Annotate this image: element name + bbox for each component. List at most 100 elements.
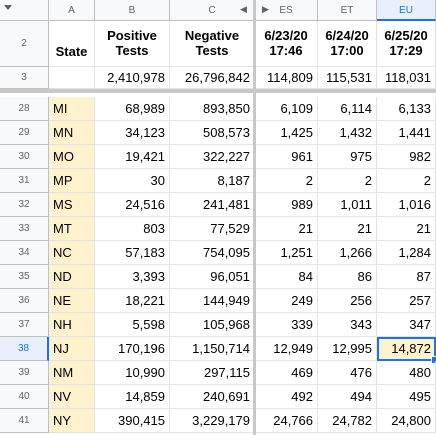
cell-et-33[interactable]: 21 bbox=[318, 217, 377, 241]
header-cell-et-2[interactable]: 6/24/20 17:00 bbox=[318, 21, 377, 67]
row-header-2[interactable]: 2 bbox=[0, 21, 49, 67]
cell-es-37[interactable]: 339 bbox=[255, 313, 318, 337]
header-cell-es-2[interactable]: 6/23/20 17:46 bbox=[255, 21, 318, 67]
cell-es-41[interactable]: 24,766 bbox=[255, 409, 318, 433]
row-header-31[interactable]: 31 bbox=[0, 169, 49, 193]
header-cell-c-3[interactable]: 26,796,842 bbox=[170, 67, 255, 89]
column-header-a[interactable]: A bbox=[49, 0, 95, 21]
cell-eu-36[interactable]: 257 bbox=[377, 289, 436, 313]
cell-state-37[interactable]: NH bbox=[49, 313, 95, 337]
cell-b-37[interactable]: 5,598 bbox=[95, 313, 170, 337]
column-header-eu[interactable]: EU bbox=[377, 0, 436, 21]
cell-b-39[interactable]: 10,990 bbox=[95, 361, 170, 385]
row-header-3[interactable]: 3 bbox=[0, 67, 49, 89]
cell-et-34[interactable]: 1,266 bbox=[318, 241, 377, 265]
column-header-es[interactable]: ES bbox=[255, 0, 318, 21]
cell-eu-33[interactable]: 21 bbox=[377, 217, 436, 241]
cell-c-37[interactable]: 105,968 bbox=[170, 313, 255, 337]
cell-et-30[interactable]: 975 bbox=[318, 145, 377, 169]
cell-c-40[interactable]: 240,691 bbox=[170, 385, 255, 409]
cell-state-28[interactable]: MI bbox=[49, 97, 95, 121]
row-header-30[interactable]: 30 bbox=[0, 145, 49, 169]
cell-eu-30[interactable]: 982 bbox=[377, 145, 436, 169]
cell-eu-31[interactable]: 2 bbox=[377, 169, 436, 193]
row-header-41[interactable]: 41 bbox=[0, 409, 49, 433]
cell-b-41[interactable]: 390,415 bbox=[95, 409, 170, 433]
cell-et-38[interactable]: 12,995 bbox=[318, 337, 377, 361]
row-header-37[interactable]: 37 bbox=[0, 313, 49, 337]
cell-es-34[interactable]: 1,251 bbox=[255, 241, 318, 265]
cell-es-32[interactable]: 989 bbox=[255, 193, 318, 217]
cell-et-29[interactable]: 1,432 bbox=[318, 121, 377, 145]
cell-eu-29[interactable]: 1,441 bbox=[377, 121, 436, 145]
cell-b-32[interactable]: 24,516 bbox=[95, 193, 170, 217]
row-header-38[interactable]: 38 bbox=[0, 337, 49, 361]
row-header-40[interactable]: 40 bbox=[0, 385, 49, 409]
frozen-rows-divider[interactable] bbox=[0, 89, 436, 93]
cell-eu-35[interactable]: 87 bbox=[377, 265, 436, 289]
cell-et-37[interactable]: 343 bbox=[318, 313, 377, 337]
header-cell-state-2[interactable]: State bbox=[49, 21, 95, 67]
cell-es-31[interactable]: 2 bbox=[255, 169, 318, 193]
cell-es-35[interactable]: 84 bbox=[255, 265, 318, 289]
row-header-29[interactable]: 29 bbox=[0, 121, 49, 145]
cell-b-36[interactable]: 18,221 bbox=[95, 289, 170, 313]
cell-state-34[interactable]: NC bbox=[49, 241, 95, 265]
header-cell-et-3[interactable]: 115,531 bbox=[318, 67, 377, 89]
cell-es-28[interactable]: 6,109 bbox=[255, 97, 318, 121]
cell-b-33[interactable]: 803 bbox=[95, 217, 170, 241]
frozen-columns-divider[interactable] bbox=[253, 0, 256, 435]
cell-state-35[interactable]: ND bbox=[49, 265, 95, 289]
cell-c-39[interactable]: 297,115 bbox=[170, 361, 255, 385]
cell-c-35[interactable]: 96,051 bbox=[170, 265, 255, 289]
cell-et-36[interactable]: 256 bbox=[318, 289, 377, 313]
cell-et-40[interactable]: 494 bbox=[318, 385, 377, 409]
cell-c-36[interactable]: 144,949 bbox=[170, 289, 255, 313]
cell-c-34[interactable]: 754,095 bbox=[170, 241, 255, 265]
cell-es-39[interactable]: 469 bbox=[255, 361, 318, 385]
cell-es-36[interactable]: 249 bbox=[255, 289, 318, 313]
cell-es-29[interactable]: 1,425 bbox=[255, 121, 318, 145]
cell-state-31[interactable]: MP bbox=[49, 169, 95, 193]
cell-b-35[interactable]: 3,393 bbox=[95, 265, 170, 289]
cell-state-40[interactable]: NV bbox=[49, 385, 95, 409]
cell-state-41[interactable]: NY bbox=[49, 409, 95, 433]
cell-state-39[interactable]: NM bbox=[49, 361, 95, 385]
cell-et-35[interactable]: 86 bbox=[318, 265, 377, 289]
cell-eu-39[interactable]: 480 bbox=[377, 361, 436, 385]
cell-et-39[interactable]: 476 bbox=[318, 361, 377, 385]
cell-state-33[interactable]: MT bbox=[49, 217, 95, 241]
header-cell-es-3[interactable]: 114,809 bbox=[255, 67, 318, 89]
cell-c-41[interactable]: 3,229,179 bbox=[170, 409, 255, 433]
cell-b-28[interactable]: 68,989 bbox=[95, 97, 170, 121]
cell-state-32[interactable]: MS bbox=[49, 193, 95, 217]
fill-handle[interactable] bbox=[431, 356, 436, 364]
cell-b-38[interactable]: 170,196 bbox=[95, 337, 170, 361]
cell-b-30[interactable]: 19,421 bbox=[95, 145, 170, 169]
cell-es-38[interactable]: 12,949 bbox=[255, 337, 318, 361]
selected-cell[interactable]: 14,872 bbox=[377, 337, 436, 361]
header-cell-c-2[interactable]: Negative Tests bbox=[170, 21, 255, 67]
column-header-b[interactable]: B bbox=[95, 0, 170, 21]
cell-et-32[interactable]: 1,011 bbox=[318, 193, 377, 217]
scroll-left-icon[interactable]: ◀ bbox=[240, 4, 247, 14]
cell-state-30[interactable]: MO bbox=[49, 145, 95, 169]
cell-c-32[interactable]: 241,481 bbox=[170, 193, 255, 217]
cell-eu-41[interactable]: 24,800 bbox=[377, 409, 436, 433]
column-header-et[interactable]: ET bbox=[318, 0, 377, 21]
cell-c-30[interactable]: 322,227 bbox=[170, 145, 255, 169]
row-header-35[interactable]: 35 bbox=[0, 265, 49, 289]
cell-c-38[interactable]: 1,150,714 bbox=[170, 337, 255, 361]
cell-state-29[interactable]: MN bbox=[49, 121, 95, 145]
cell-state-38[interactable]: NJ bbox=[49, 337, 95, 361]
cell-b-29[interactable]: 34,123 bbox=[95, 121, 170, 145]
scroll-right-icon[interactable]: ▶ bbox=[262, 4, 269, 14]
cell-es-40[interactable]: 492 bbox=[255, 385, 318, 409]
cell-state-36[interactable]: NE bbox=[49, 289, 95, 313]
cell-eu-40[interactable]: 495 bbox=[377, 385, 436, 409]
cell-c-33[interactable]: 77,529 bbox=[170, 217, 255, 241]
cell-c-28[interactable]: 893,850 bbox=[170, 97, 255, 121]
cell-c-31[interactable]: 8,187 bbox=[170, 169, 255, 193]
cell-et-31[interactable]: 2 bbox=[318, 169, 377, 193]
cell-b-40[interactable]: 14,859 bbox=[95, 385, 170, 409]
